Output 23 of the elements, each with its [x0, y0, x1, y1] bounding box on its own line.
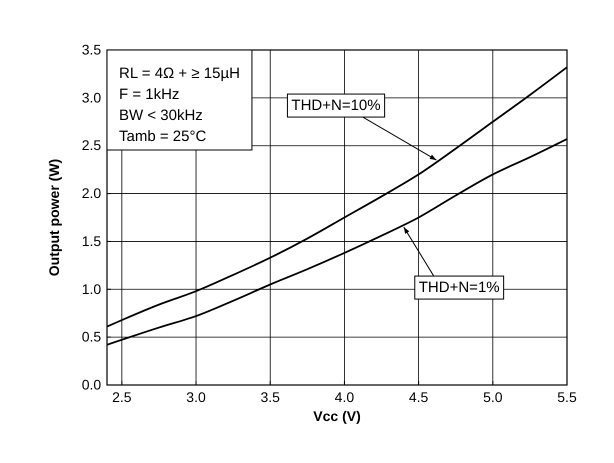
x-tick-label: 3.5	[260, 389, 280, 405]
x-tick-label: 3.0	[186, 389, 206, 405]
y-tick-label: 3.5	[82, 41, 102, 58]
x-tick-label: 4.5	[408, 389, 429, 405]
y-tick-label: 3.0	[82, 89, 102, 106]
y-axis-title: Output power (W)	[46, 158, 62, 276]
annotation: RL = 4Ω + ≥ 15µH	[119, 65, 240, 82]
annotation: Tamb = 25°C	[119, 128, 206, 145]
annotation: F = 1kHz	[119, 86, 180, 103]
annotation: THD+N=10%	[291, 97, 381, 114]
y-tick-label: 0.0	[82, 376, 102, 392]
x-tick-label: 5.0	[483, 389, 503, 405]
annotation: BW < 30kHz	[119, 107, 203, 124]
y-tick-label: 0.5	[82, 328, 102, 345]
x-tick-label: 2.5	[112, 389, 132, 405]
y-tick-label: 2.0	[82, 185, 102, 202]
x-tick-label: 5.5	[557, 389, 577, 405]
y-tick-label: 1.0	[82, 280, 102, 297]
y-tick-label: 1.5	[82, 232, 102, 249]
y-tick-label: 2.5	[82, 137, 102, 154]
x-tick-label: 4.0	[334, 389, 354, 405]
annotation: THD+N=1%	[418, 279, 500, 296]
x-axis-title: Vcc (V)	[313, 408, 361, 424]
